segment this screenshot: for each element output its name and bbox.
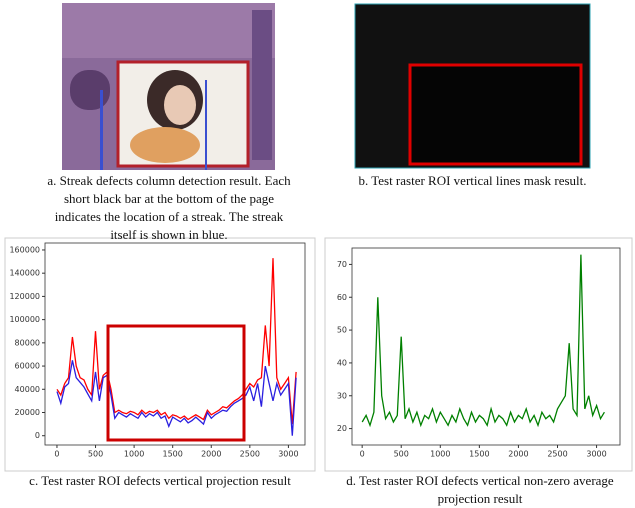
y-tick-label: 40000 bbox=[15, 385, 40, 394]
x-tick-label: 0 bbox=[360, 450, 365, 459]
figure: 0500100015002000250030000200004000060000… bbox=[0, 0, 635, 500]
x-tick-label: 2500 bbox=[547, 450, 567, 459]
caption: b. Test raster ROI vertical lines mask r… bbox=[340, 172, 605, 190]
y-tick-label: 70 bbox=[337, 260, 347, 269]
x-tick-label: 2500 bbox=[240, 450, 260, 459]
y-tick-label: 100000 bbox=[9, 315, 40, 324]
y-tick-label: 50 bbox=[337, 326, 347, 335]
x-tick-label: 1500 bbox=[163, 450, 183, 459]
caption: a. Streak defects column detection resul… bbox=[43, 172, 295, 244]
caption: d. Test raster ROI defects vertical non-… bbox=[340, 472, 620, 508]
x-tick-label: 2000 bbox=[201, 450, 221, 459]
y-tick-label: 20000 bbox=[15, 408, 40, 417]
y-tick-label: 120000 bbox=[9, 292, 40, 301]
y-tick-label: 30 bbox=[337, 391, 347, 400]
y-tick-label: 140000 bbox=[9, 269, 40, 278]
line bbox=[362, 255, 604, 426]
x-tick-label: 0 bbox=[54, 450, 59, 459]
x-tick-label: 3000 bbox=[278, 450, 298, 459]
x-tick-label: 1000 bbox=[124, 450, 144, 459]
y-tick-label: 60 bbox=[337, 293, 347, 302]
x-tick-label: 1000 bbox=[430, 450, 450, 459]
y-tick-label: 60000 bbox=[15, 362, 40, 371]
image-a bbox=[62, 3, 275, 170]
chart-c: 0 500 1000 1500 2000 2500 3000 0 20000 40000 60000… bbox=[9, 243, 305, 459]
chart-d: 0 500 1000 1500 2000 2500 3000 20 30 40 50 60 70 bbox=[337, 248, 620, 459]
plot-area bbox=[45, 243, 305, 445]
caption: c. Test raster ROI defects vertical proj… bbox=[10, 472, 310, 490]
x-tick-label: 3000 bbox=[586, 450, 606, 459]
chart-frame bbox=[325, 238, 632, 471]
y-tick-label: 40 bbox=[337, 358, 347, 367]
x-tick-label: 500 bbox=[394, 450, 409, 459]
roi-box bbox=[108, 326, 244, 440]
x-tick-label: 2000 bbox=[508, 450, 528, 459]
y-tick-label: 160000 bbox=[9, 245, 40, 254]
y-tick-label: 0 bbox=[35, 431, 40, 440]
x-tick-label: 1500 bbox=[469, 450, 489, 459]
y-tick-label: 20 bbox=[337, 424, 347, 433]
y-tick-label: 80000 bbox=[15, 338, 40, 347]
page: 0500100015002000250030000200004000060000… bbox=[0, 0, 635, 500]
x-tick-label: 500 bbox=[88, 450, 103, 459]
image-b bbox=[355, 4, 590, 168]
